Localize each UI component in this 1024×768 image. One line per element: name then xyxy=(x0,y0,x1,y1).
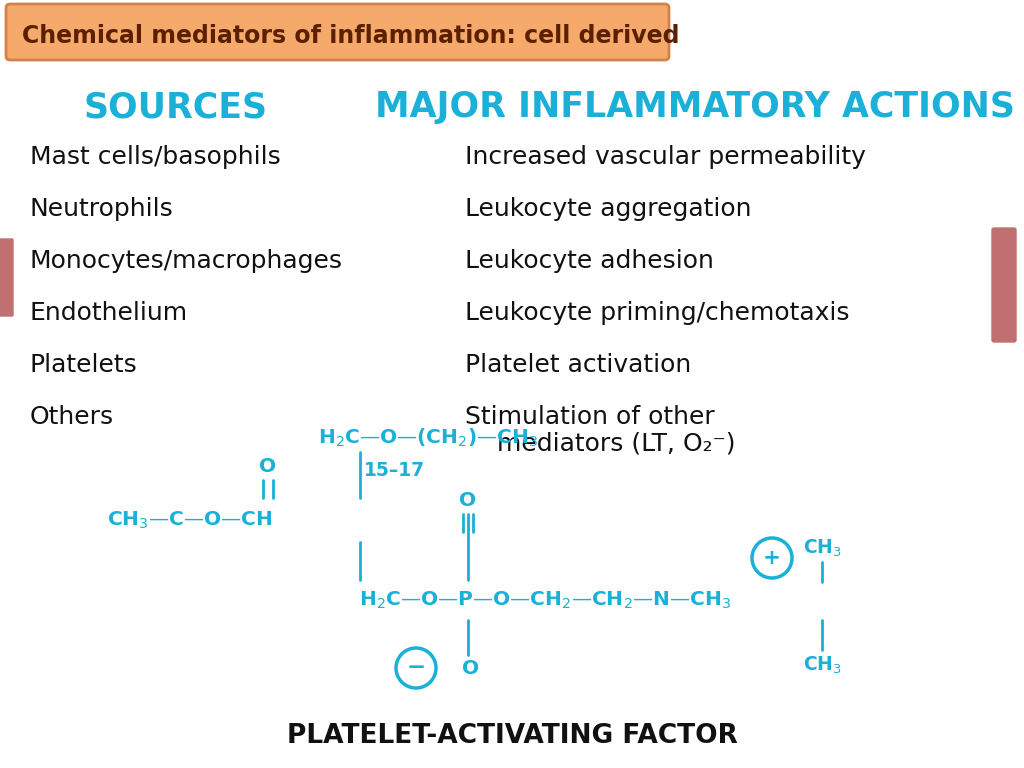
Text: CH$_3$: CH$_3$ xyxy=(803,538,842,558)
Text: Chemical mediators of inflammation: cell derived: Chemical mediators of inflammation: cell… xyxy=(22,24,680,48)
Text: H$_2$C—O—(CH$_2$)—CH$_3$: H$_2$C—O—(CH$_2$)—CH$_3$ xyxy=(318,427,539,449)
Text: Platelet activation: Platelet activation xyxy=(465,353,691,377)
Text: 15–17: 15–17 xyxy=(365,461,426,479)
FancyBboxPatch shape xyxy=(6,4,669,60)
Text: Others: Others xyxy=(30,405,114,429)
Text: PLATELET-ACTIVATING FACTOR: PLATELET-ACTIVATING FACTOR xyxy=(287,723,737,749)
FancyBboxPatch shape xyxy=(992,228,1016,342)
FancyBboxPatch shape xyxy=(0,239,13,316)
Text: Leukocyte priming/chemotaxis: Leukocyte priming/chemotaxis xyxy=(465,301,850,325)
Text: CH$_3$—C—O—CH: CH$_3$—C—O—CH xyxy=(108,509,272,531)
Text: Neutrophils: Neutrophils xyxy=(30,197,174,221)
Text: SOURCES: SOURCES xyxy=(83,90,267,124)
Text: Increased vascular permeability: Increased vascular permeability xyxy=(465,145,866,169)
Text: Monocytes/macrophages: Monocytes/macrophages xyxy=(30,249,343,273)
Text: O: O xyxy=(460,491,476,509)
Text: mediators (LT, O₂⁻): mediators (LT, O₂⁻) xyxy=(465,432,735,456)
Text: Stimulation of other: Stimulation of other xyxy=(465,405,715,429)
Text: −: − xyxy=(407,657,426,680)
Text: Leukocyte aggregation: Leukocyte aggregation xyxy=(465,197,752,221)
Text: +: + xyxy=(763,548,781,568)
Text: O: O xyxy=(463,658,479,677)
Text: Leukocyte adhesion: Leukocyte adhesion xyxy=(465,249,714,273)
Text: MAJOR INFLAMMATORY ACTIONS: MAJOR INFLAMMATORY ACTIONS xyxy=(375,90,1015,124)
Text: Mast cells/basophils: Mast cells/basophils xyxy=(30,145,281,169)
Text: CH$_3$: CH$_3$ xyxy=(803,654,842,676)
Text: H$_2$C—O—P—O—CH$_2$—CH$_2$—N—CH$_3$: H$_2$C—O—P—O—CH$_2$—CH$_2$—N—CH$_3$ xyxy=(358,589,731,611)
Text: Platelets: Platelets xyxy=(30,353,138,377)
Text: Endothelium: Endothelium xyxy=(30,301,188,325)
Text: O: O xyxy=(259,456,276,475)
